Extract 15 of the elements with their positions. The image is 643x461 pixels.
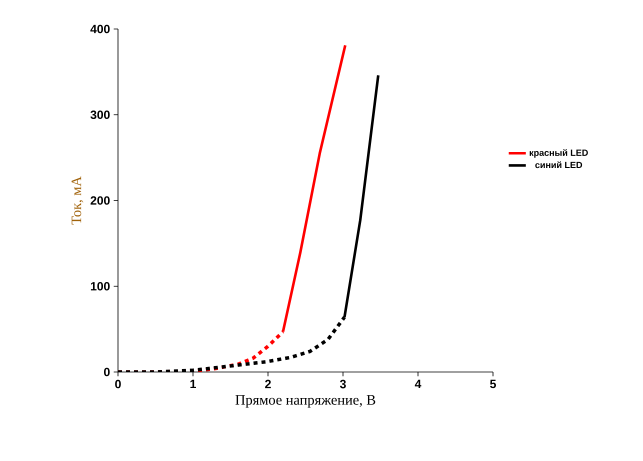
x-tick-label: 3 <box>340 380 346 388</box>
legend-label: красный LED <box>530 149 588 158</box>
y-tick-label: 200 <box>90 196 110 205</box>
x-axis-title: Прямое напряжение, В <box>235 395 376 408</box>
x-tick-label: 0 <box>115 380 121 388</box>
y-tick-label: 100 <box>90 282 110 290</box>
y-tick-label: 300 <box>90 110 110 120</box>
y-tick-label: 0 <box>104 368 110 376</box>
legend-label: синий LED <box>535 161 582 168</box>
x-tick-label: 5 <box>490 380 496 388</box>
x-tick-label: 1 <box>190 380 196 388</box>
x-tick-label: 4 <box>414 380 422 388</box>
x-tick-label: 2 <box>265 380 271 388</box>
y-axis-title: Ток, мА <box>72 176 84 225</box>
y-tick-label: 400 <box>90 24 110 34</box>
